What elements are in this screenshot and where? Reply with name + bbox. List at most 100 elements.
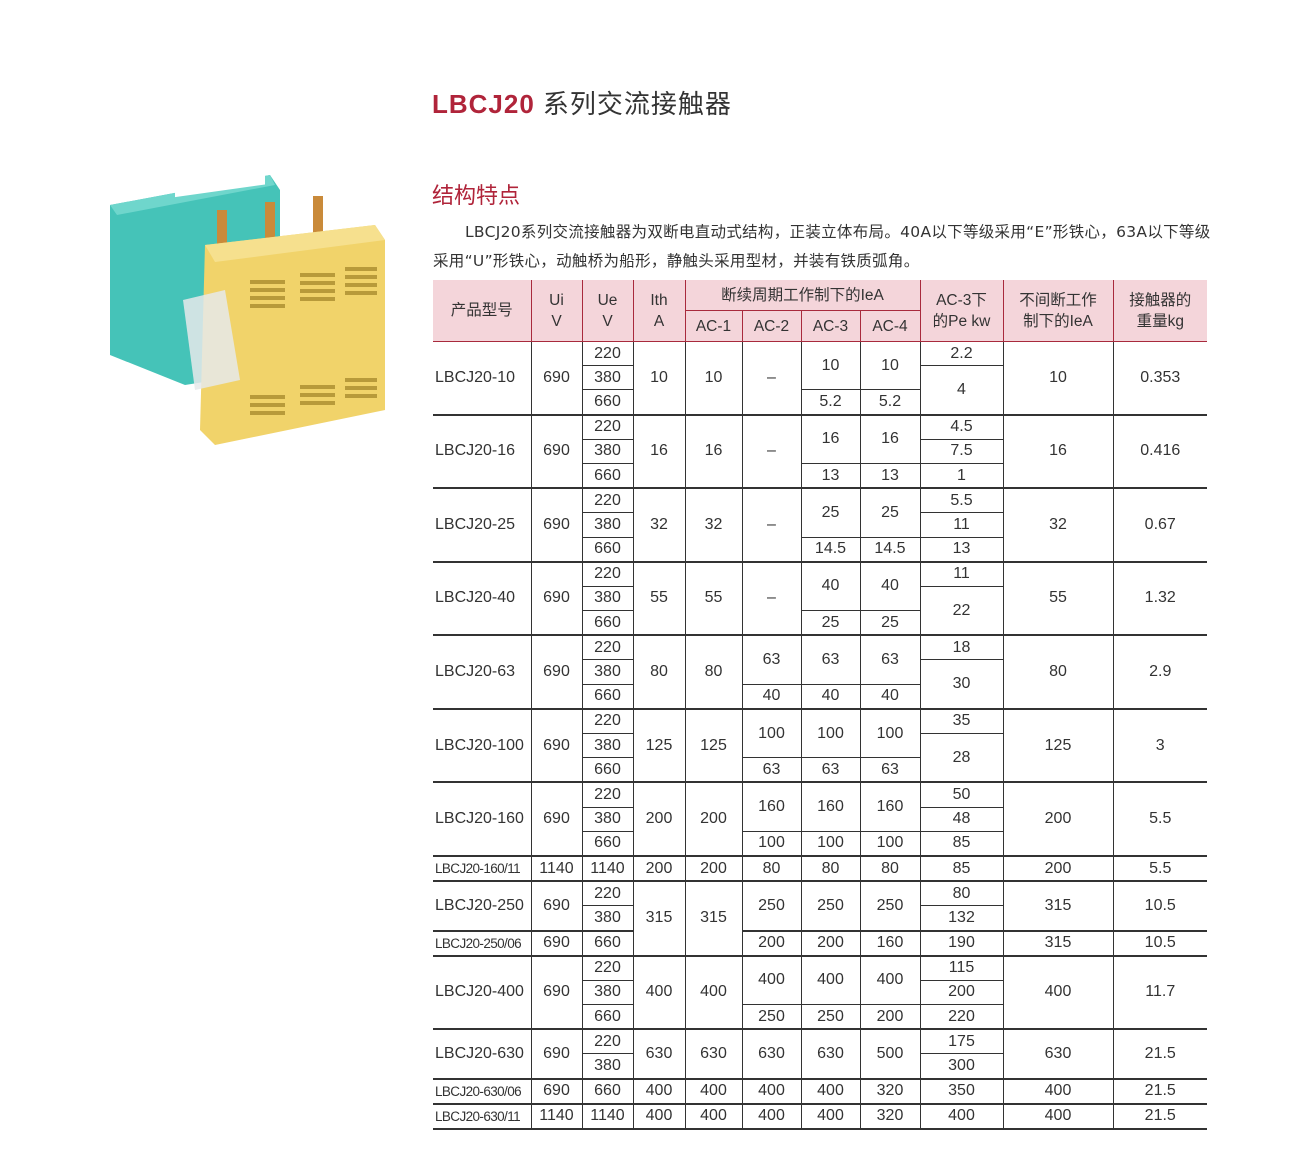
- cell-ac1: 32: [684, 487, 743, 563]
- cell-ue: 660: [581, 929, 634, 957]
- cell-ui: 690: [530, 955, 583, 1031]
- cell-ith: 55: [632, 561, 686, 637]
- cell-ue: 220: [581, 487, 634, 514]
- cell-ac3: 250: [800, 880, 861, 932]
- title-text: 系列交流接触器: [542, 90, 732, 120]
- table-row: 380 48: [433, 806, 1207, 832]
- cell-model: LBCJ20-250: [433, 880, 532, 932]
- cell-ac2: 400: [741, 955, 802, 1006]
- cell-ac2: 400: [741, 1103, 802, 1131]
- cell-ac3: 100: [800, 830, 861, 857]
- cell-weight: 5.5: [1112, 781, 1207, 857]
- table-row: LBCJ20-630/11 1140 1140 400 400 400 400 320 400 4…: [433, 1103, 1207, 1131]
- cell-ith: 32: [632, 487, 686, 563]
- cell-continuous-ie: 400: [1002, 955, 1114, 1031]
- table-row: 380 132: [433, 905, 1207, 932]
- cell-continuous-ie: 315: [1002, 880, 1114, 932]
- cell-model: LBCJ20-160: [433, 781, 532, 857]
- cell-ac2: 80: [741, 855, 802, 883]
- table-row: LBCJ20-160/11 1140 1140 200 200 80 80 80 85 200 5.…: [433, 855, 1207, 883]
- cell-ue: 380: [581, 979, 634, 1006]
- cell-ac2: 250: [741, 880, 802, 932]
- cell-ac2: 63: [741, 757, 802, 784]
- header-weight: 接触器的 重量kg: [1112, 280, 1207, 342]
- header-ith: Ith A: [632, 280, 686, 342]
- table-row: 660 250 250 200 220: [433, 1004, 1207, 1031]
- table-row: LBCJ20-10 690 220 10 10–10 10 2.2 10 0.353: [433, 340, 1207, 416]
- cell-ue: 660: [581, 757, 634, 784]
- cell-pe: 85: [919, 855, 1004, 883]
- header-ac1: AC-1: [684, 310, 743, 342]
- cell-ac4: 25: [859, 610, 921, 637]
- header-pe: AC-3下 的Pe kw: [919, 280, 1004, 342]
- cell-model: LBCJ20-25: [433, 487, 532, 563]
- cell-model: LBCJ20-40: [433, 561, 532, 637]
- cell-ue: 380: [581, 585, 634, 612]
- table-row: 660 13 13 1: [433, 462, 1207, 490]
- cell-ue: 220: [581, 561, 634, 587]
- cell-ac3: 63: [800, 634, 861, 685]
- table-row: 380 200: [433, 979, 1207, 1006]
- cell-ac4: 160: [859, 781, 921, 832]
- cell-ui: 690: [530, 561, 583, 637]
- cell-ac4: 100: [859, 830, 921, 857]
- cell-pe: 85: [919, 830, 1004, 857]
- cell-continuous-ie: 200: [1002, 855, 1114, 883]
- cell-ui: 690: [530, 340, 583, 416]
- cell-ac3: 25: [800, 487, 861, 538]
- cell-ac1: 400: [684, 1103, 743, 1131]
- cell-weight: 1.32: [1112, 561, 1207, 637]
- cell-model: LBCJ20-63: [433, 634, 532, 710]
- cell-pe: 220: [919, 1004, 1004, 1031]
- cell-ith: 400: [632, 1103, 686, 1131]
- cell-ue: 1140: [581, 1103, 634, 1131]
- table-row: 660 63 63 63: [433, 757, 1207, 784]
- cell-ue: 660: [581, 462, 634, 490]
- table-row: 380 30: [433, 659, 1207, 710]
- cell-pe: 13: [919, 536, 1004, 563]
- cell-ui: 690: [530, 929, 583, 957]
- cell-ac4: 5.2: [859, 389, 921, 416]
- cell-ac3: 40: [800, 683, 861, 710]
- cell-ith: 10: [632, 340, 686, 416]
- cell-ac3: 250: [800, 1004, 861, 1031]
- cell-model: LBCJ20-250/06: [433, 929, 532, 957]
- cell-ue: 220: [581, 880, 634, 907]
- cell-ac2: –: [741, 561, 802, 637]
- cell-ac3: 400: [800, 955, 861, 1006]
- header-ac3: AC-3: [800, 310, 861, 342]
- table-row: LBCJ20-16 690 220 16 16–16 16 4.5 16 0.416: [433, 414, 1207, 490]
- cell-ac2: 250: [741, 1004, 802, 1031]
- cell-ac3: 100: [800, 708, 861, 759]
- cell-ac3: 400: [800, 1078, 861, 1105]
- cell-weight: 10.5: [1112, 929, 1207, 957]
- cell-ac4: 80: [859, 855, 921, 883]
- cell-ac3: 200: [800, 929, 861, 957]
- cell-weight: 0.353: [1112, 340, 1207, 416]
- cell-pe: 30: [919, 659, 1004, 710]
- cell-continuous-ie: 315: [1002, 929, 1114, 957]
- cell-ue: 660: [581, 389, 634, 416]
- cell-ac3: 5.2: [800, 389, 861, 416]
- page-title: LBCJ20 系列交流接触器: [432, 84, 732, 121]
- cell-weight: 10.5: [1112, 880, 1207, 932]
- cell-ac4: 63: [859, 634, 921, 685]
- header-continuous: 不间断工作 制下的IeA: [1002, 280, 1114, 342]
- cell-ac1: 10: [684, 340, 743, 416]
- cell-ue: 380: [581, 806, 634, 832]
- cell-ac4: 63: [859, 757, 921, 784]
- cell-ac1: 400: [684, 955, 743, 1031]
- table-row: 380 4: [433, 365, 1207, 416]
- cell-ue: 1140: [581, 855, 634, 883]
- table-row: 660 14.5 14.5 13: [433, 536, 1207, 563]
- table-row: LBCJ20-160 690 220 200 200 160 160 160 50 200 5.5: [433, 781, 1207, 857]
- cell-ac4: 200: [859, 1004, 921, 1031]
- cell-ac3: 160: [800, 781, 861, 832]
- cell-weight: 21.5: [1112, 1103, 1207, 1131]
- cell-ue: 220: [581, 781, 634, 808]
- cell-ith: 125: [632, 708, 686, 784]
- cell-ui: 690: [530, 708, 583, 784]
- cell-weight: 0.67: [1112, 487, 1207, 563]
- cell-ith: 200: [632, 855, 686, 883]
- cell-pe: 200: [919, 979, 1004, 1006]
